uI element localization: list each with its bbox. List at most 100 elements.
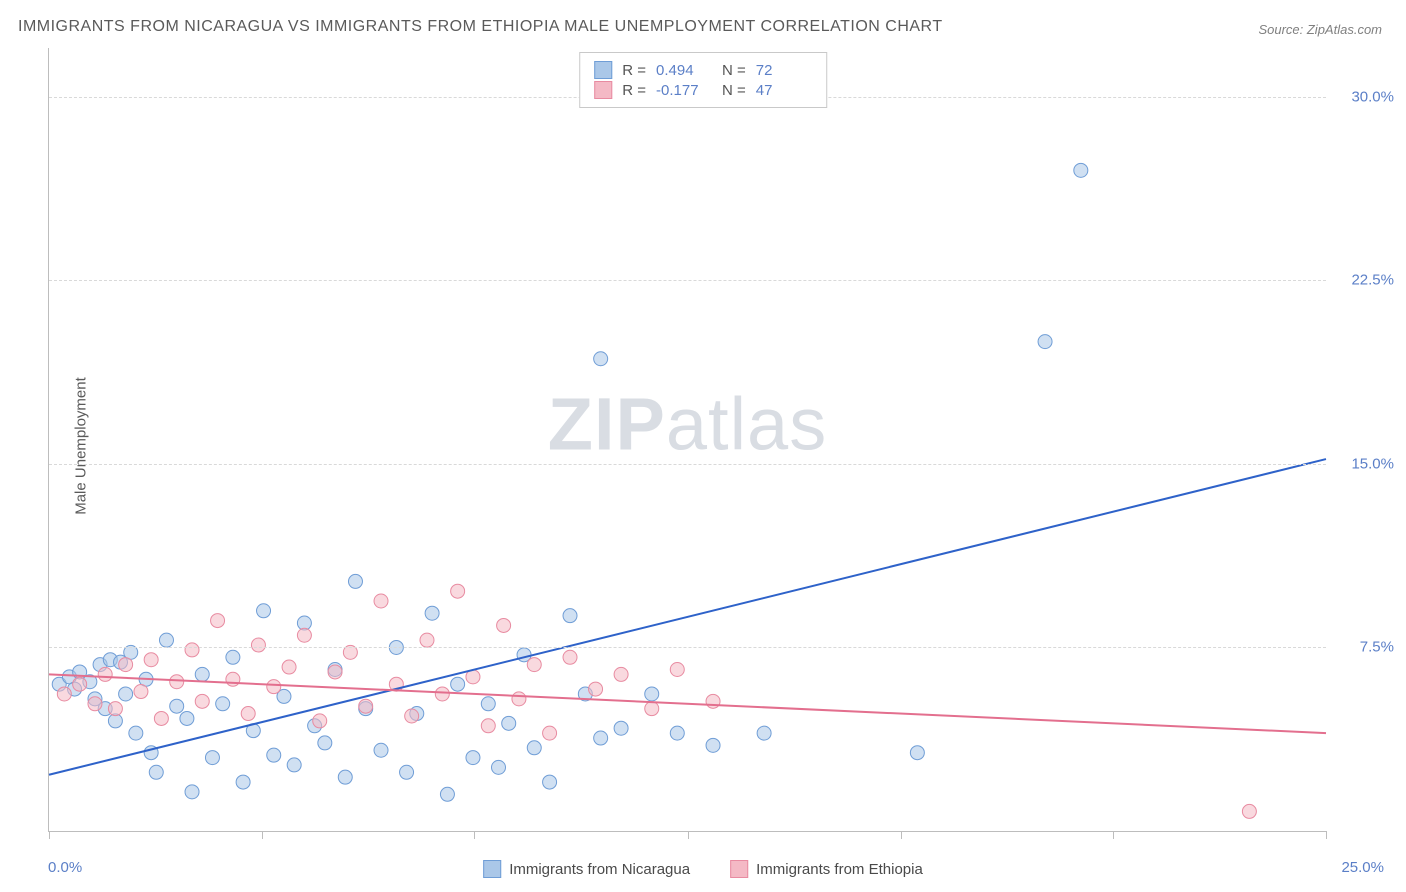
data-point — [88, 697, 102, 711]
data-point — [180, 711, 194, 725]
data-point — [359, 699, 373, 713]
data-point — [645, 702, 659, 716]
data-point — [348, 574, 362, 588]
n-label-0: N = — [722, 62, 746, 79]
data-point — [134, 685, 148, 699]
data-point — [267, 748, 281, 762]
data-point — [527, 741, 541, 755]
data-point — [502, 716, 516, 730]
data-point — [527, 658, 541, 672]
r-value-0: 0.494 — [656, 62, 712, 79]
data-point — [1074, 163, 1088, 177]
data-point — [108, 702, 122, 716]
data-point — [149, 765, 163, 779]
x-max-label: 25.0% — [1341, 859, 1384, 876]
data-point — [241, 707, 255, 721]
data-point — [185, 643, 199, 657]
data-point — [159, 633, 173, 647]
data-point — [205, 751, 219, 765]
data-point — [144, 653, 158, 667]
data-point — [313, 714, 327, 728]
data-point — [594, 731, 608, 745]
series-legend: Immigrants from Nicaragua Immigrants fro… — [483, 860, 923, 878]
legend-label-0: Immigrants from Nicaragua — [509, 861, 690, 878]
data-point — [670, 726, 684, 740]
data-point — [435, 687, 449, 701]
trend-line — [49, 674, 1326, 733]
swatch-nicaragua — [594, 61, 612, 79]
swatch-nicaragua-bottom — [483, 860, 501, 878]
data-point — [195, 694, 209, 708]
data-point — [706, 694, 720, 708]
r-label-0: R = — [622, 62, 646, 79]
data-point — [226, 650, 240, 664]
data-point — [328, 665, 342, 679]
data-point — [466, 751, 480, 765]
source-attribution: Source: ZipAtlas.com — [1258, 22, 1382, 37]
data-point — [589, 682, 603, 696]
n-label-1: N = — [722, 82, 746, 99]
data-point — [154, 711, 168, 725]
legend-item-ethiopia: Immigrants from Ethiopia — [730, 860, 923, 878]
data-point — [706, 738, 720, 752]
data-point — [98, 667, 112, 681]
data-point — [73, 677, 87, 691]
data-point — [170, 699, 184, 713]
data-point — [420, 633, 434, 647]
data-point — [645, 687, 659, 701]
data-point — [211, 614, 225, 628]
data-point — [543, 775, 557, 789]
chart-svg — [49, 48, 1326, 831]
stats-row-ethiopia: R = -0.177 N = 47 — [594, 81, 812, 99]
data-point — [481, 719, 495, 733]
data-point — [57, 687, 71, 701]
data-point — [563, 609, 577, 623]
plot-area: ZIPatlas 7.5%15.0%22.5%30.0% — [48, 48, 1326, 832]
data-point — [287, 758, 301, 772]
stats-row-nicaragua: R = 0.494 N = 72 — [594, 61, 812, 79]
data-point — [440, 787, 454, 801]
data-point — [318, 736, 332, 750]
data-point — [170, 675, 184, 689]
stats-legend: R = 0.494 N = 72 R = -0.177 N = 47 — [579, 52, 827, 108]
data-point — [451, 584, 465, 598]
chart-title: IMMIGRANTS FROM NICARAGUA VS IMMIGRANTS … — [18, 18, 943, 36]
data-point — [405, 709, 419, 723]
data-point — [1242, 804, 1256, 818]
data-point — [297, 628, 311, 642]
data-point — [119, 658, 133, 672]
swatch-ethiopia-bottom — [730, 860, 748, 878]
data-point — [910, 746, 924, 760]
data-point — [451, 677, 465, 691]
r-value-1: -0.177 — [656, 82, 712, 99]
r-label-1: R = — [622, 82, 646, 99]
data-point — [374, 594, 388, 608]
data-point — [236, 775, 250, 789]
data-point — [374, 743, 388, 757]
data-point — [594, 352, 608, 366]
data-point — [119, 687, 133, 701]
data-point — [226, 672, 240, 686]
n-value-1: 47 — [756, 82, 812, 99]
data-point — [257, 604, 271, 618]
data-point — [670, 663, 684, 677]
legend-item-nicaragua: Immigrants from Nicaragua — [483, 860, 690, 878]
y-tick-label: 7.5% — [1334, 639, 1394, 656]
data-point — [614, 667, 628, 681]
data-point — [563, 650, 577, 664]
data-point — [614, 721, 628, 735]
data-point — [543, 726, 557, 740]
data-point — [757, 726, 771, 740]
data-point — [185, 785, 199, 799]
data-point — [195, 667, 209, 681]
swatch-ethiopia — [594, 81, 612, 99]
y-tick-label: 22.5% — [1334, 272, 1394, 289]
data-point — [425, 606, 439, 620]
y-tick-label: 30.0% — [1334, 88, 1394, 105]
data-point — [267, 680, 281, 694]
x-min-label: 0.0% — [48, 859, 82, 876]
data-point — [251, 638, 265, 652]
n-value-0: 72 — [756, 62, 812, 79]
data-point — [481, 697, 495, 711]
data-point — [1038, 335, 1052, 349]
